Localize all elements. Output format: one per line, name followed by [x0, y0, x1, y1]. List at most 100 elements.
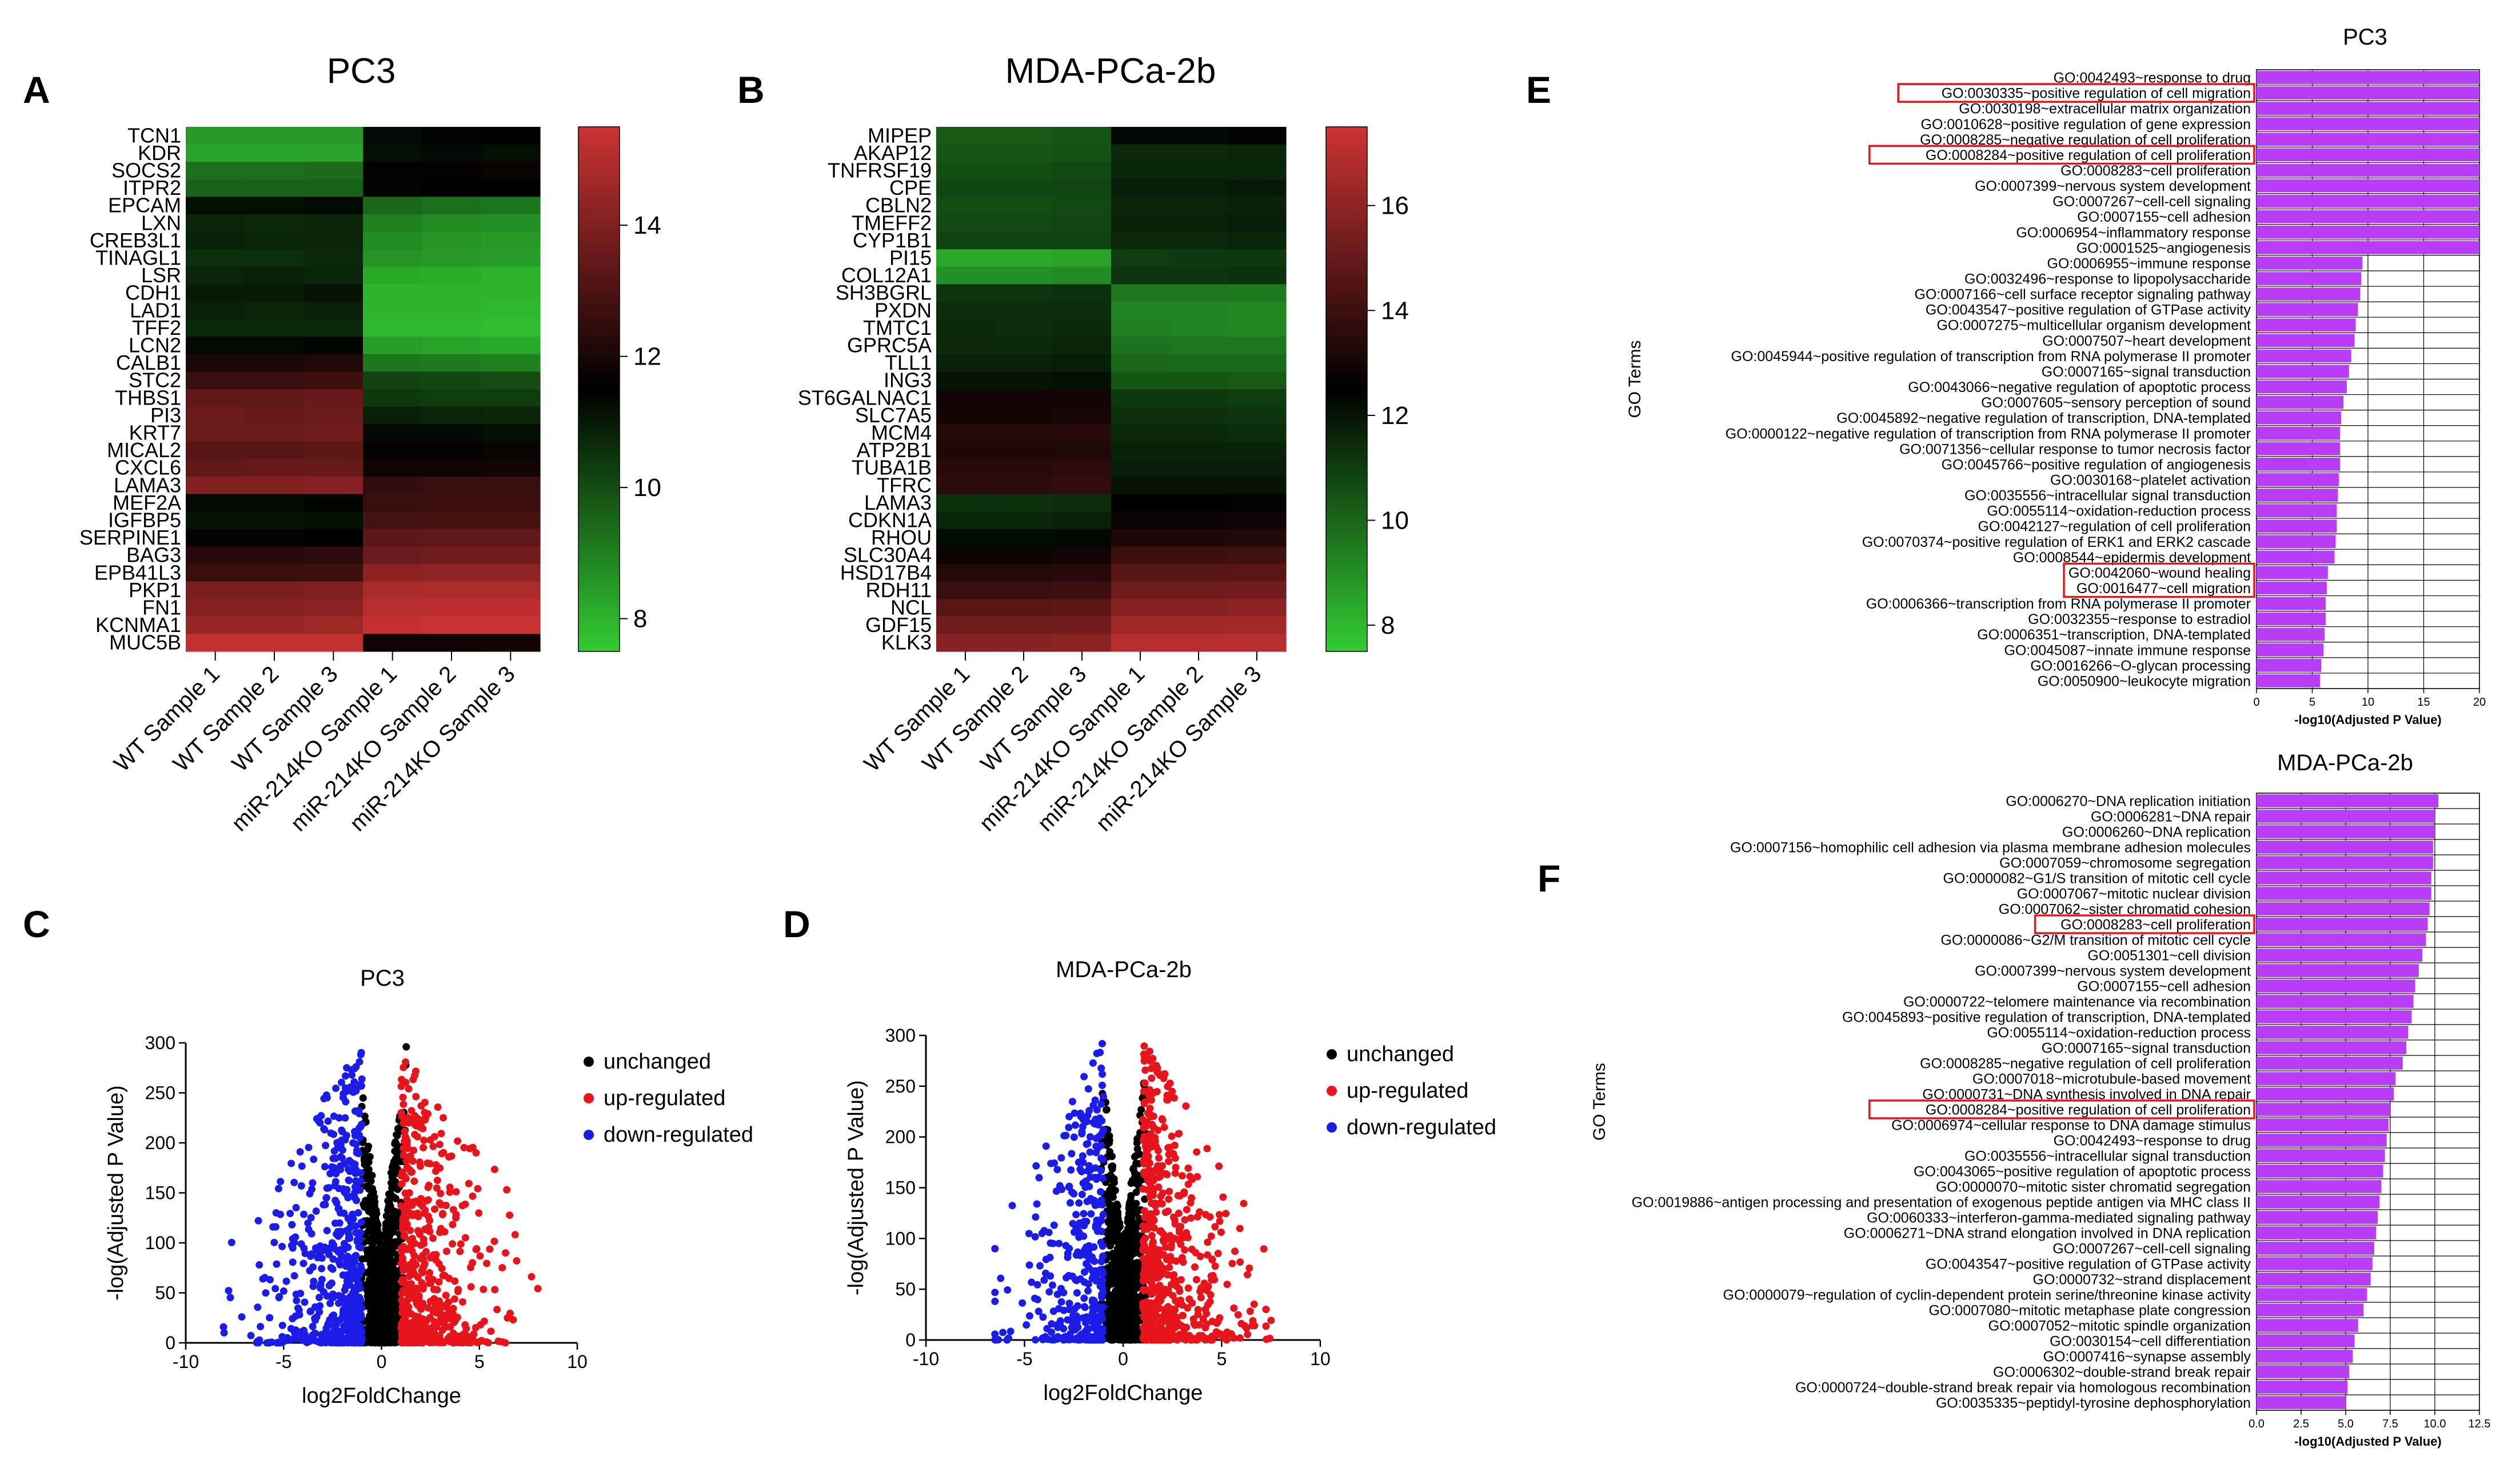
heatmap-cell [303, 249, 364, 267]
colorbar [1325, 126, 1368, 652]
volcano-point-up-regulated [1178, 1311, 1186, 1319]
volcano-point-down-regulated [1073, 1289, 1081, 1297]
volcano-point-unchanged [1132, 1199, 1140, 1207]
volcano-point-up-regulated [418, 1339, 426, 1347]
volcano-point-down-regulated [274, 1185, 282, 1193]
volcano-point-up-regulated [490, 1237, 498, 1245]
volcano-point-down-regulated [1092, 1115, 1100, 1123]
volcano-point-unchanged [390, 1314, 398, 1322]
volcano-point-up-regulated [1184, 1284, 1192, 1292]
x-tick-label: -5 [275, 1351, 291, 1372]
volcano-point-down-regulated [1065, 1271, 1073, 1279]
heatmap-cell [936, 266, 995, 285]
heatmap-cell [481, 406, 541, 425]
volcano-point-up-regulated [1231, 1247, 1239, 1255]
heatmap-cell [245, 546, 305, 565]
heatmap-cell [1053, 179, 1112, 197]
volcano-point-up-regulated [465, 1179, 473, 1187]
volcano-point-down-regulated [316, 1294, 324, 1302]
volcano-point-down-regulated [345, 1323, 353, 1331]
volcano-point-up-regulated [412, 1093, 420, 1101]
volcano-point-down-regulated [1068, 1098, 1076, 1106]
heatmap-cell [245, 406, 305, 425]
go-y-axis-label: GO Terms [1590, 1063, 1609, 1141]
highlight-box [2034, 914, 2255, 934]
volcano-point-unchanged [386, 1222, 394, 1230]
volcano-point-down-regulated [1033, 1295, 1041, 1303]
volcano-point-down-regulated [1043, 1325, 1051, 1333]
go-term-label: GO:0016477~cell migration [2076, 581, 2251, 597]
volcano-point-up-regulated [1160, 1123, 1168, 1131]
heatmap-cell [422, 354, 482, 372]
go-term-label: GO:0008283~cell proliferation [2060, 917, 2251, 933]
heatmap-cell [363, 459, 422, 477]
volcano-point-up-regulated [452, 1188, 460, 1196]
heatmap-cell [245, 511, 305, 530]
go-bar [2257, 489, 2338, 502]
heatmap-cell [422, 197, 482, 215]
y-tick-label: 0 [905, 1330, 916, 1350]
volcano-point-up-regulated [1139, 1237, 1147, 1245]
volcano-point-down-regulated [324, 1117, 332, 1125]
heatmap-cell [1053, 284, 1112, 302]
y-tick-label: 50 [155, 1283, 175, 1303]
heatmap-cell [303, 179, 364, 197]
volcano-point-down-regulated [313, 1313, 321, 1321]
go-term-label: GO:0006302~double-strand break repair [1993, 1365, 2251, 1381]
volcano-point-down-regulated [259, 1275, 267, 1283]
volcano-point-down-regulated [343, 1258, 351, 1266]
heatmap-row-label: LSR [141, 263, 181, 287]
volcano-point-up-regulated [1165, 1322, 1173, 1330]
volcano-point-down-regulated [328, 1163, 336, 1171]
volcano-point-up-regulated [412, 1122, 420, 1130]
volcano-point-unchanged [1103, 1106, 1111, 1114]
volcano-point-up-regulated [1164, 1096, 1172, 1104]
go-bar [2257, 979, 2415, 993]
go-term-label: GO:0030335~positive regulation of cell m… [1942, 86, 2251, 102]
volcano-point-down-regulated [1050, 1221, 1058, 1229]
volcano-point-down-regulated [1060, 1306, 1068, 1314]
heatmap-cell [363, 162, 422, 180]
go-bar [2257, 365, 2349, 378]
volcano-point-unchanged [1129, 1206, 1137, 1214]
go-term-label: GO:0000070~mitotic sister chromatid segr… [1936, 1179, 2251, 1195]
heatmap-row-label: PKP1 [129, 578, 181, 602]
go-bar [2257, 995, 2414, 1008]
volcano-point-up-regulated [1148, 1184, 1156, 1192]
volcano-point-up-regulated [1175, 1209, 1183, 1217]
heatmap-row-label: TMEFF2 [852, 211, 932, 234]
volcano-point-down-regulated [352, 1222, 360, 1230]
volcano-point-unchanged [1113, 1227, 1121, 1235]
volcano-point-up-regulated [472, 1246, 480, 1254]
volcano-point-up-regulated [460, 1143, 468, 1151]
volcano-point-down-regulated [1049, 1281, 1057, 1289]
volcano-point-up-regulated [1204, 1301, 1212, 1309]
volcano-point-up-regulated [475, 1209, 483, 1217]
volcano-point-down-regulated [322, 1142, 330, 1150]
volcano-point-down-regulated [325, 1184, 333, 1192]
volcano-point-down-regulated [338, 1127, 346, 1135]
go-term-label: GO:0007155~cell adhesion [2077, 209, 2251, 225]
y-tick-label: 150 [145, 1183, 175, 1203]
heatmap-cell [422, 337, 482, 355]
heatmap-cell [481, 214, 541, 233]
heatmap-cell [995, 231, 1053, 250]
heatmap-cell [936, 231, 995, 250]
heatmap-cell [481, 354, 541, 372]
volcano-point-up-regulated [409, 1211, 417, 1219]
heatmap-cell [245, 266, 305, 285]
volcano-point-down-regulated [312, 1207, 320, 1215]
heatmap-cell [1228, 144, 1287, 162]
volcano-point-up-regulated [469, 1192, 477, 1200]
volcano-point-down-regulated [1031, 1233, 1039, 1241]
volcano-point-down-regulated [1097, 1166, 1105, 1174]
volcano-point-up-regulated [1183, 1206, 1191, 1214]
heatmap-cell [1053, 371, 1112, 390]
go-term-label: GO:0006974~cellular response to DNA dama… [1891, 1118, 2251, 1134]
heatmap-cell [1111, 179, 1170, 197]
legend-marker [584, 1057, 594, 1067]
x-tick-label: -5 [1016, 1349, 1032, 1369]
volcano-point-up-regulated [1140, 1099, 1148, 1107]
volcano-point-up-regulated [462, 1325, 470, 1333]
